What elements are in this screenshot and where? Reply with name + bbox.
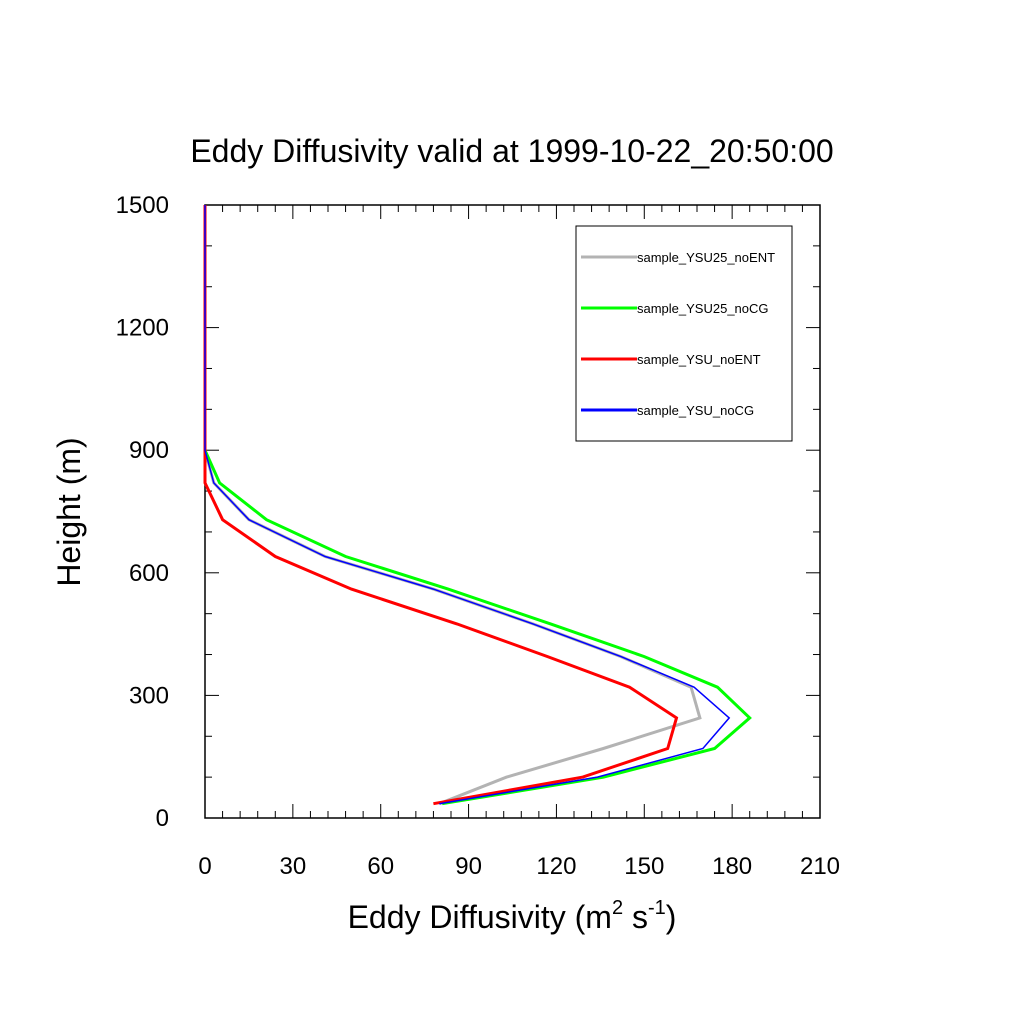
plot-border (204, 204, 821, 819)
y-tick-label: 600 (129, 560, 169, 587)
x-tick-label: 180 (712, 853, 752, 880)
legend-box (575, 225, 793, 442)
x-tick-label: 0 (198, 853, 211, 880)
x-axis-label: Eddy Diffusivity (m2 s-1) (348, 897, 677, 935)
legend-items: sample_YSU25_noENT sample_YSU25_noCGsampl… (581, 250, 775, 418)
x-axis-label-sup1: 2 (612, 897, 623, 919)
legend: sample_YSU25_noENT sample_YSU25_noCGsampl… (575, 225, 793, 442)
plot-frame (204, 204, 821, 819)
y-tick-label: 900 (129, 437, 169, 464)
x-axis-ticks: 0 30 60 90 120 150 180 210 (198, 205, 840, 880)
legend-label: sample_YSU_noENT (637, 352, 761, 367)
y-axis-label: Height (m) (51, 437, 87, 586)
y-tick-label: 0 (156, 805, 169, 832)
series-line-sample_YSU_noCG (204, 205, 731, 805)
legend-label: sample_YSU_noCG (637, 403, 754, 418)
x-axis-label-sup2: -1 (648, 897, 666, 919)
x-tick-label: 90 (455, 853, 482, 880)
x-tick-label: 60 (367, 853, 394, 880)
y-tick-label: 1200 (116, 315, 169, 342)
y-axis-ticks: 0 300 600 900 1200 1500 (116, 192, 820, 832)
x-axis-label-end: ) (666, 899, 677, 935)
x-tick-label: 150 (624, 853, 664, 880)
series-layer (203, 205, 752, 806)
x-tick-label: 30 (280, 853, 307, 880)
x-axis-label-mid: s (623, 899, 648, 935)
chart-title: Eddy Diffusivity valid at 1999-10-22_20:… (190, 133, 833, 169)
legend-label: sample_YSU25_noCG (637, 301, 769, 316)
x-tick-label: 120 (536, 853, 576, 880)
y-tick-label: 300 (129, 682, 169, 709)
x-tick-label: 210 (800, 853, 840, 880)
x-axis-label-base: Eddy Diffusivity (m (348, 899, 612, 935)
legend-label: sample_YSU25_noENT (637, 250, 775, 265)
y-tick-label: 1500 (116, 192, 169, 219)
